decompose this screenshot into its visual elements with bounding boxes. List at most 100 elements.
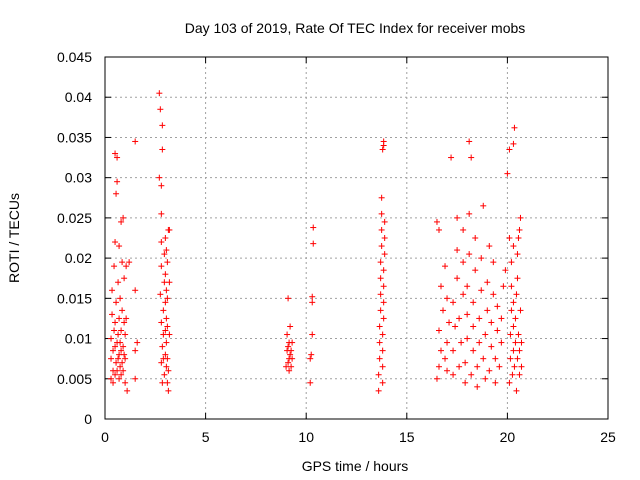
- data-point: [512, 315, 519, 322]
- data-point: [474, 363, 481, 370]
- data-point: [506, 235, 513, 241]
- data-point: [496, 363, 503, 370]
- data-point: [122, 379, 129, 386]
- data-point: [117, 339, 124, 346]
- data-point: [512, 339, 519, 346]
- data-point: [482, 331, 489, 338]
- data-point: [163, 339, 170, 346]
- data-point: [117, 295, 124, 302]
- data-point: [307, 355, 314, 362]
- data-point: [117, 363, 124, 370]
- data-point: [435, 327, 442, 334]
- data-point: [380, 315, 387, 322]
- data-point: [288, 347, 295, 354]
- data-point: [462, 379, 469, 386]
- data-point: [375, 387, 382, 394]
- data-point: [156, 174, 163, 181]
- data-point: [283, 363, 290, 370]
- data-point: [112, 239, 119, 246]
- data-point: [121, 275, 128, 282]
- data-point: [438, 347, 445, 354]
- data-point: [464, 335, 471, 342]
- data-point: [435, 363, 442, 370]
- data-point: [158, 239, 165, 246]
- data-point: [114, 154, 121, 161]
- data-point: [109, 311, 116, 318]
- data-point: [159, 146, 166, 153]
- data-point: [285, 359, 292, 366]
- data-point: [309, 293, 316, 300]
- data-point: [486, 367, 493, 374]
- data-point: [380, 283, 387, 290]
- data-point: [381, 218, 388, 225]
- x-tick-label: 20: [500, 429, 516, 445]
- data-point: [448, 154, 455, 161]
- data-point: [507, 331, 514, 338]
- y-tick-label: 0.035: [57, 129, 92, 145]
- data-point: [379, 379, 386, 386]
- data-point: [115, 355, 122, 362]
- data-point: [516, 226, 523, 233]
- data-point: [161, 279, 168, 286]
- data-point: [508, 307, 515, 314]
- data-point: [488, 319, 495, 326]
- data-point: [162, 327, 169, 334]
- data-point: [472, 235, 479, 241]
- data-point: [116, 375, 123, 382]
- y-tick-label: 0: [84, 411, 92, 427]
- grid-lines: [105, 57, 608, 419]
- data-point: [509, 371, 516, 378]
- data-point: [381, 251, 388, 258]
- data-point: [375, 371, 382, 378]
- data-point: [162, 235, 169, 241]
- data-point: [513, 291, 520, 298]
- data-point: [112, 371, 119, 378]
- data-point: [120, 343, 127, 350]
- data-point: [110, 379, 117, 386]
- data-point: [480, 355, 487, 362]
- data-point: [472, 267, 479, 274]
- data-point: [132, 138, 139, 145]
- data-point: [442, 263, 449, 270]
- plot-frame: [104, 56, 609, 420]
- data-point: [510, 140, 517, 147]
- data-point: [111, 327, 118, 334]
- data-point: [480, 202, 487, 209]
- data-point: [484, 279, 491, 286]
- data-point: [376, 339, 383, 346]
- data-point: [377, 275, 384, 282]
- data-point: [113, 359, 120, 366]
- data-point: [492, 379, 499, 386]
- data-point: [159, 379, 166, 386]
- data-point: [113, 299, 120, 306]
- y-tick-label: 0.015: [57, 290, 92, 306]
- data-point: [468, 371, 475, 378]
- data-point: [502, 267, 509, 274]
- data-point: [454, 275, 461, 282]
- x-tick-label: 25: [600, 429, 616, 445]
- data-point: [511, 363, 518, 370]
- data-point: [132, 375, 139, 382]
- data-point: [510, 347, 517, 354]
- data-point: [310, 224, 317, 231]
- data-point: [287, 323, 294, 330]
- data-point: [377, 307, 384, 314]
- data-point: [121, 351, 128, 358]
- data-point: [166, 279, 173, 286]
- data-point: [118, 347, 125, 354]
- y-tick-label: 0.025: [57, 210, 92, 226]
- data-point: [476, 315, 483, 322]
- data-point: [494, 327, 501, 334]
- data-point: [379, 331, 386, 338]
- data-point: [460, 226, 467, 233]
- data-point: [120, 214, 127, 221]
- data-point: [288, 363, 295, 370]
- data-point: [498, 315, 505, 322]
- data-point: [286, 367, 293, 374]
- data-point: [442, 355, 449, 362]
- data-point: [446, 319, 453, 326]
- data-point: [157, 106, 164, 113]
- data-point: [164, 355, 171, 362]
- data-point: [438, 283, 445, 290]
- data-point: [165, 387, 172, 394]
